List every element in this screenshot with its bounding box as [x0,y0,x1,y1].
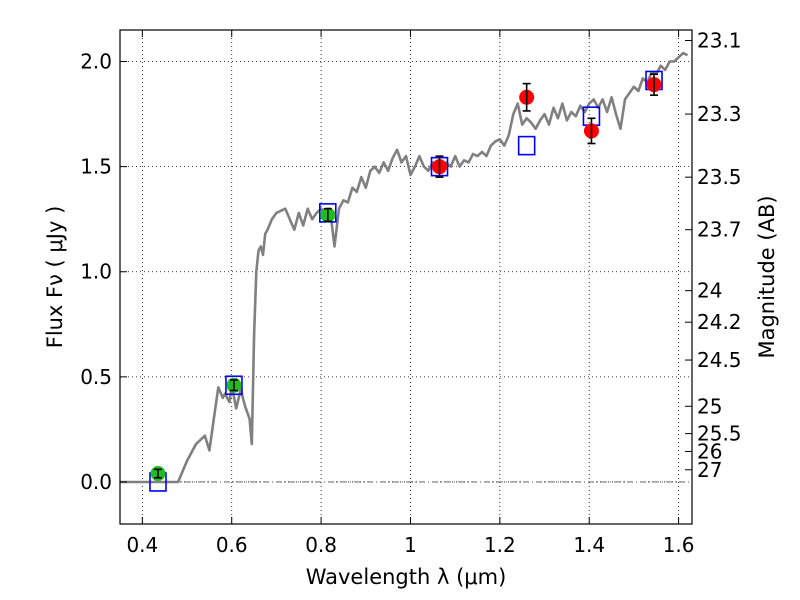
x-tick-label: 0.8 [305,533,337,557]
plot-area-data [120,51,689,492]
y-axis-label: Flux Fν ( μJy ) [43,206,67,349]
y-tick-label: 1.0 [80,260,112,284]
synthetic-photometry-square [225,375,243,396]
magnitude-tick-label: 24.2 [697,310,742,334]
magnitude-tick-label: 25.5 [697,422,742,446]
x-tick-label: 1.6 [663,533,695,557]
magnitude-tick-label: 25 [697,394,722,418]
grid-lines [120,30,692,524]
x-axis-label: Wavelength λ (μm) [306,565,507,589]
magnitude-tick-label: 24.5 [697,348,742,372]
y-tick-label: 1.5 [80,155,112,179]
magnitude-tick-label: 23.5 [697,165,742,189]
magnitude-tick-label: 27 [697,458,722,482]
x-tick-label: 1.2 [484,533,516,557]
y-tick-label: 0.5 [80,365,112,389]
plot-frame [119,29,693,525]
x-tick-label: 1.4 [573,533,605,557]
magnitude-tick-label: 24 [697,279,722,303]
model-sed-line [120,51,689,484]
tick-labels: 0.4 0.6 0.8 1 1.2 1.4 1.6 0.0 0.5 1.0 1.5 2.0 23.1 23… [80,29,741,557]
magnitude-tick-label: 23.1 [697,29,742,53]
synthetic-photometry-square [517,135,536,156]
y-tick-label: 2.0 [80,50,112,74]
y-tick-label: 0.0 [80,470,112,494]
magnitude-tick-label: 26 [697,439,722,463]
axis-ticks [120,30,692,524]
x-tick-label: 1 [404,533,417,557]
magnitude-tick-label: 23.7 [697,218,742,242]
magnitude-tick-label: 23.3 [697,102,742,126]
x-tick-label: 0.6 [216,533,248,557]
y-axis-right-label: Magnitude (AB) [755,195,779,358]
x-tick-label: 0.4 [126,533,158,557]
